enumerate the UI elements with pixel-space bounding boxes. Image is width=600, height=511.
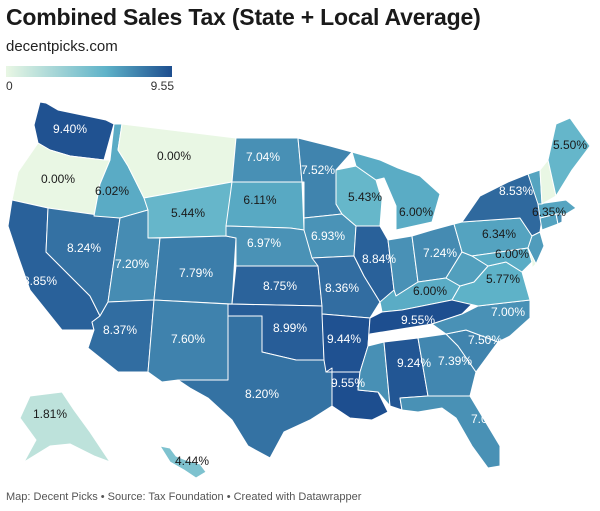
state-label-il: 8.84%	[362, 252, 396, 266]
state-label-wi: 5.43%	[348, 190, 382, 204]
state-label-nd: 7.04%	[246, 150, 280, 164]
state-label-hi: 4.44%	[175, 454, 209, 468]
state-tn[interactable]	[367, 297, 479, 347]
state-label-tx: 8.20%	[245, 387, 279, 401]
state-label-ne: 6.97%	[247, 236, 281, 250]
state-label-oh: 7.24%	[423, 246, 457, 260]
legend-max-label: 9.55	[150, 79, 174, 93]
state-mi[interactable]	[351, 151, 441, 231]
legend-min-label: 0	[6, 79, 13, 93]
state-label-wy: 5.44%	[171, 206, 205, 220]
state-label-ks: 8.75%	[263, 279, 297, 293]
state-label-mn: 7.52%	[301, 163, 335, 177]
state-co[interactable]	[153, 235, 237, 305]
map-credits: Map: Decent Picks • Source: Tax Foundati…	[6, 491, 362, 503]
legend-gradient-bar	[6, 66, 172, 77]
state-label-al: 9.24%	[397, 356, 431, 370]
state-label-me: 5.50%	[553, 138, 587, 152]
state-label-ct: 6.35%	[532, 205, 566, 219]
state-label-md: 6.00%	[495, 247, 529, 261]
state-label-la: 9.55%	[331, 376, 365, 390]
state-label-wa: 9.40%	[53, 122, 87, 136]
state-de[interactable]	[527, 247, 537, 269]
state-label-ia: 6.93%	[311, 229, 345, 243]
state-label-tn: 9.55%	[401, 313, 435, 327]
state-nc[interactable]	[431, 299, 531, 343]
state-label-sd: 6.11%	[243, 193, 276, 207]
state-label-ga: 7.39%	[438, 354, 472, 368]
state-label-nc: 7.00%	[491, 305, 525, 319]
state-label-nm: 7.60%	[171, 332, 205, 346]
state-label-mo: 8.36%	[325, 281, 359, 295]
state-label-ok: 8.99%	[273, 321, 307, 335]
map-title: Combined Sales Tax (State + Local Averag…	[6, 4, 481, 30]
state-ma[interactable]	[537, 199, 577, 219]
color-legend: 0 9.55	[6, 66, 174, 93]
state-hi[interactable]	[159, 445, 207, 479]
state-label-mi: 6.00%	[399, 205, 433, 219]
map-subtitle: decentpicks.com	[6, 38, 118, 55]
state-label-va: 5.77%	[486, 272, 520, 286]
state-label-ar: 9.44%	[327, 332, 361, 346]
state-label-co: 7.79%	[179, 266, 213, 280]
state-label-nv: 8.24%	[67, 241, 101, 255]
state-label-sc: 7.50%	[468, 333, 502, 347]
state-me[interactable]	[547, 117, 591, 197]
state-tx[interactable]	[177, 315, 333, 459]
state-ak[interactable]	[19, 391, 111, 463]
state-label-or: 0.00%	[41, 172, 75, 186]
state-label-az: 8.37%	[103, 323, 137, 337]
state-label-ut: 7.20%	[115, 257, 149, 271]
state-fl[interactable]	[399, 395, 501, 469]
state-label-pa: 6.34%	[482, 227, 516, 241]
state-label-ny: 8.53%	[499, 184, 533, 198]
state-label-id: 6.02%	[95, 184, 129, 198]
state-label-fl: 7.02%	[471, 412, 505, 426]
state-label-ky: 6.00%	[413, 284, 447, 298]
state-label-ak: 1.81%	[33, 407, 67, 421]
state-label-ca: 8.85%	[23, 274, 57, 288]
state-label-mt: 0.00%	[157, 149, 191, 163]
